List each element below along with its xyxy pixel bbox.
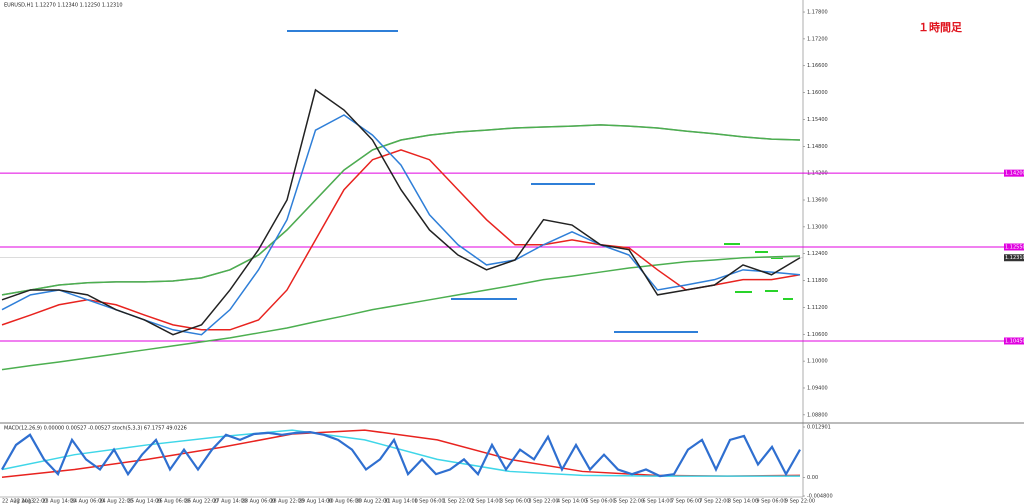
series-line bbox=[1, 255, 801, 371]
chart-header: EURUSD,H1 1.12270 1.12340 1.12250 1.1231… bbox=[4, 3, 123, 9]
x-tick-label: 24 Aug 06:00 bbox=[71, 499, 105, 504]
y-tick-label: 1.13000 bbox=[807, 224, 828, 230]
y-tick-label: 1.11800 bbox=[807, 278, 828, 284]
drawn-levels bbox=[287, 30, 698, 333]
y-tick-label: 1.10600 bbox=[807, 332, 828, 338]
y-tick-label: 1.15400 bbox=[807, 117, 828, 123]
timeframe-note: １時間足 bbox=[918, 20, 963, 34]
y-tick-label: 1.10000 bbox=[807, 359, 828, 365]
last-price-tag bbox=[1004, 254, 1024, 262]
level-tag-label: 1.10450 bbox=[1005, 338, 1024, 344]
y-tick-label: 1.16600 bbox=[807, 63, 828, 69]
y-tick-label: 1.14800 bbox=[807, 144, 828, 150]
y-tick-label: 1.08800 bbox=[807, 412, 828, 418]
x-tick-label: 2 Sep 14:00 bbox=[471, 499, 501, 504]
x-tick-label: 29 Aug 14:00 bbox=[299, 499, 333, 504]
level-tag bbox=[1004, 169, 1024, 177]
y-tick-label: 1.16000 bbox=[807, 90, 828, 96]
x-tick-label: 8 Sep 14:00 bbox=[728, 499, 758, 504]
y-tick-label: 1.11200 bbox=[807, 305, 828, 311]
x-tick-label: 28 Aug 06:00 bbox=[242, 499, 276, 504]
x-tick-label: 30 Aug 06:00 bbox=[327, 499, 361, 504]
y-tick-label: 1.17800 bbox=[807, 10, 828, 16]
x-tick-label: 5 Sep 22:00 bbox=[614, 499, 644, 504]
level-tag-label: 1.14200 bbox=[1005, 171, 1024, 177]
x-tick-label: 27 Aug 14:00 bbox=[213, 499, 247, 504]
level-tag bbox=[1004, 243, 1024, 251]
x-tick-label: 3 Sep 22:00 bbox=[528, 499, 558, 504]
y-tick-label: 1.12400 bbox=[807, 251, 828, 257]
x-tick-label: 7 Sep 06:00 bbox=[671, 499, 701, 504]
y-tick-label: 1.09400 bbox=[807, 385, 828, 391]
last-price-label: 1.12310 bbox=[1005, 255, 1024, 261]
x-tick-label: 26 Aug 06:00 bbox=[156, 499, 190, 504]
drawn-ticks bbox=[724, 243, 793, 300]
x-tick-label: 30 Aug 22:00 bbox=[356, 499, 390, 504]
y-tick-label: 0.00 bbox=[807, 475, 818, 481]
x-tick-label: 31 Aug 14:00 bbox=[384, 499, 418, 504]
x-tick-label: 1 Sep 22:00 bbox=[443, 499, 473, 504]
x-tick-label: 6 Sep 14:00 bbox=[642, 499, 672, 504]
y-tick-label: 1.13600 bbox=[807, 198, 828, 204]
x-tick-label: 5 Sep 06:00 bbox=[585, 499, 615, 504]
series-line bbox=[1, 430, 801, 478]
x-tick-label: 24 Aug 22:00 bbox=[99, 499, 133, 504]
x-tick-label: 4 Sep 14:00 bbox=[557, 499, 587, 504]
indicator-header: MACD(12,26,9) 0.00000 0.00527 -0.00527 s… bbox=[4, 426, 187, 432]
series-line bbox=[1, 88, 801, 336]
x-tick-label: 28 Aug 22:00 bbox=[270, 499, 304, 504]
x-tick-label: 3 Sep 06:00 bbox=[500, 499, 530, 504]
x-tick-label: 1 Sep 06:00 bbox=[414, 499, 444, 504]
y-tick-label: 1.17200 bbox=[807, 36, 828, 42]
series-line bbox=[1, 124, 801, 296]
x-tick-label: 26 Aug 22:00 bbox=[185, 499, 219, 504]
y-tick-label: 0.012901 bbox=[807, 425, 831, 431]
x-tick-label: 9 Sep 06:00 bbox=[756, 499, 786, 504]
level-tag bbox=[1004, 337, 1024, 345]
x-tick-label: 22 Aug 2013 bbox=[2, 499, 34, 504]
x-tick-label: 25 Aug 14:00 bbox=[128, 499, 162, 504]
x-tick-label: 22 Aug 22:00 bbox=[14, 499, 48, 504]
x-tick-label: 7 Sep 22:00 bbox=[699, 499, 729, 504]
series-line bbox=[1, 149, 801, 331]
y-tick-label: -0.004800 bbox=[807, 494, 833, 500]
level-tag-label: 1.12550 bbox=[1005, 245, 1024, 251]
x-tick-label: 9 Sep 22:00 bbox=[785, 499, 815, 504]
x-tick-label: 23 Aug 14:00 bbox=[42, 499, 76, 504]
